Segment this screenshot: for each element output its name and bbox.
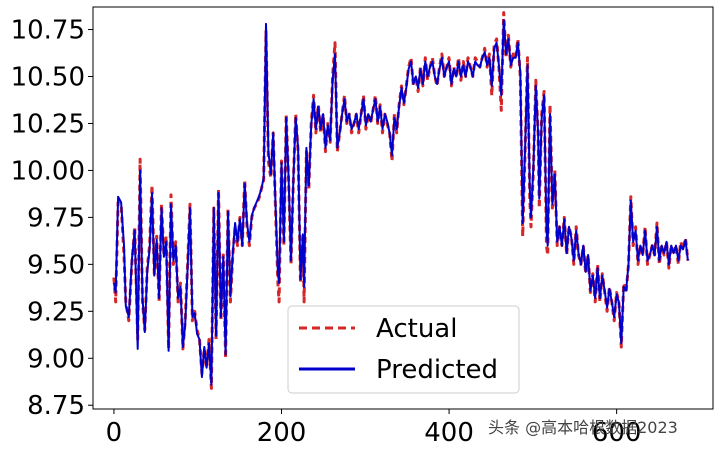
y-tick-label: 10.50 — [11, 63, 85, 93]
y-tick-label: 9.25 — [27, 297, 85, 327]
y-tick-label: 9.50 — [27, 250, 85, 280]
y-tick-label: 10.25 — [11, 109, 85, 139]
legend: Actual Predicted — [287, 305, 520, 394]
legend-actual-label: Actual — [376, 314, 457, 344]
y-tick-label: 9.00 — [27, 344, 85, 374]
y-axis: 8.75 9.00 9.25 9.50 9.75 10.00 10.25 10.50 10.75 — [11, 16, 93, 421]
x-tick-label: 600 — [592, 418, 642, 448]
plot-frame — [92, 6, 714, 410]
series-line-predicted — [112, 19, 689, 386]
x-tick-label: 400 — [424, 418, 474, 448]
y-tick-label: 10.00 — [11, 156, 85, 186]
watermark: 头条 @高本哈根数据2023 — [488, 418, 678, 437]
y-tick-label: 9.75 — [27, 203, 85, 233]
x-axis: 0 200 400 600 — [106, 409, 642, 448]
x-tick-label: 200 — [257, 418, 307, 448]
y-tick-label: 10.75 — [11, 16, 85, 46]
x-tick-label: 0 — [106, 418, 123, 448]
series-layer — [112, 11, 690, 390]
legend-predicted-label: Predicted — [376, 355, 498, 385]
y-tick-label: 8.75 — [27, 391, 85, 421]
